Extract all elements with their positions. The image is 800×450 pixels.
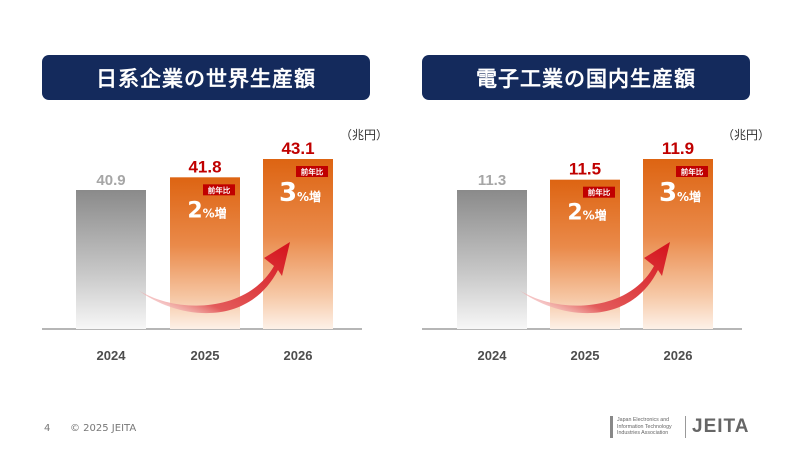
category-label-2026: 2026: [284, 348, 313, 363]
yoy-badge: [296, 166, 328, 177]
yoy-badge-label: 前年比: [588, 187, 611, 197]
logo-name: JEITA: [692, 416, 750, 437]
category-label-2025: 2025: [191, 348, 220, 363]
bar-2026: [263, 159, 333, 329]
unit-label: （兆円）: [722, 128, 771, 142]
value-label-2026: 11.9: [662, 139, 694, 158]
category-label-2026: 2026: [664, 348, 693, 363]
value-label-2024: 11.3: [478, 172, 506, 189]
value-label-2025: 41.8: [188, 157, 221, 176]
yoy-badge-label: 前年比: [208, 185, 231, 195]
panel-world-production: 日系企業の世界生産額 （兆円） 40.9 2024 41.8 2025 前年比 2%増 43…: [42, 55, 389, 363]
bar-2024: [76, 190, 146, 329]
chart-title: 日系企業の世界生産額: [42, 55, 370, 100]
copyright: © 2025 JEITA: [70, 423, 137, 434]
growth-label: 3%増: [659, 178, 701, 208]
category-label-2024: 2024: [478, 348, 508, 363]
panel-domestic-production: 電子工業の国内生産額 （兆円） 11.3 2024 11.5 2025 前年比 2%増 11…: [400, 0, 800, 450]
yoy-badge-label: 前年比: [301, 167, 324, 177]
value-label-2024: 40.9: [96, 172, 125, 189]
logo-bar: [610, 416, 613, 438]
growth-label: 2%増: [567, 201, 606, 226]
growth-arrow: [519, 242, 670, 314]
page-number: 4: [44, 423, 51, 434]
jeita-logo: Japan Electronics and Information Techno…: [610, 414, 749, 440]
category-label-2024: 2024: [97, 348, 127, 363]
yoy-badge-label: 前年比: [681, 167, 704, 177]
bar-2026: [643, 159, 713, 329]
yoy-badge: [676, 166, 708, 177]
logo-separator: [685, 416, 686, 438]
growth-label: 3%増: [279, 178, 321, 208]
category-label-2025: 2025: [571, 348, 600, 363]
value-label-2025: 11.5: [569, 160, 601, 179]
yoy-badge: [583, 186, 615, 198]
growth-label: 2%増: [187, 198, 226, 223]
growth-arrow: [138, 242, 290, 314]
chart-title: 電子工業の国内生産額: [422, 55, 750, 100]
bar-2024: [457, 190, 527, 329]
logo-tagline: Japan Electronics and Information Techno…: [617, 417, 672, 437]
value-label-2026: 43.1: [281, 139, 314, 158]
unit-label: （兆円）: [340, 128, 389, 142]
yoy-badge: [203, 184, 235, 196]
